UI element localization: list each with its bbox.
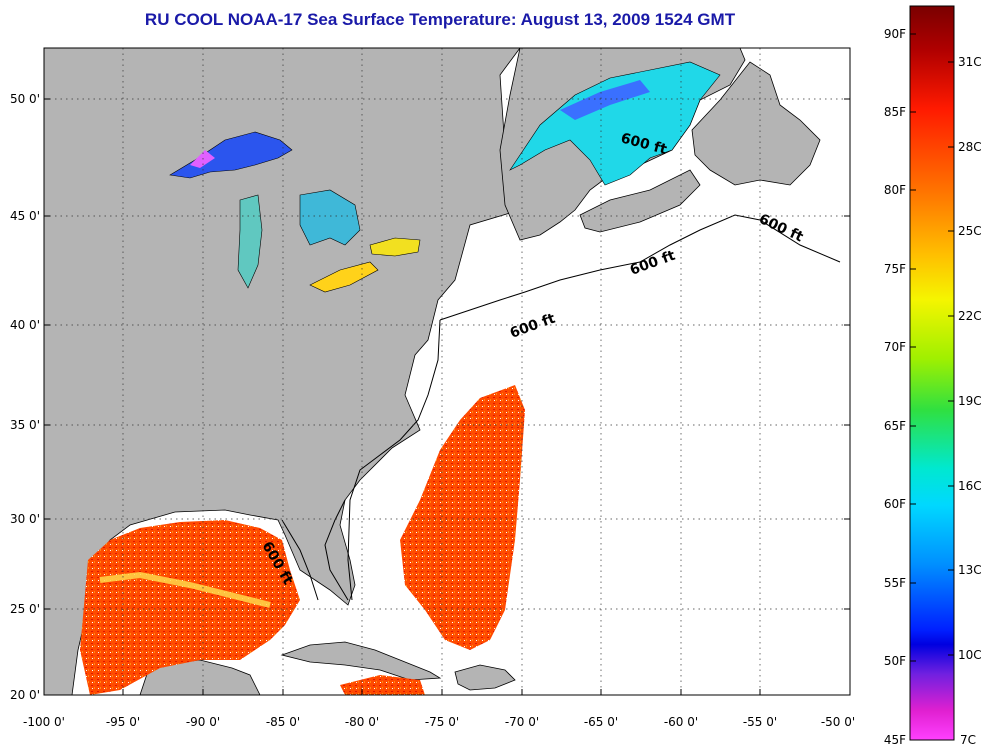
lon-label: -50 0' <box>821 715 855 729</box>
colorbar-celsius-labels: 31C 28C 25C 22C 19C 16C 13C 10C 7C <box>958 55 982 747</box>
colorbar-c-label: 22C <box>958 309 982 323</box>
lat-label: 20 0' <box>10 688 40 702</box>
lon-label: -95 0' <box>106 715 140 729</box>
lon-label: -80 0' <box>345 715 379 729</box>
lake-huron <box>299 189 361 246</box>
contour-600ft-atlantic <box>439 214 841 321</box>
lat-label: 25 0' <box>10 602 40 616</box>
lake-ontario <box>369 237 421 257</box>
lake-michigan <box>237 194 263 289</box>
colorbar: 90F 85F 80F 75F 70F 65F 60F 55F 50F 45F … <box>884 5 982 747</box>
lake-superior-cold-spot <box>190 150 215 168</box>
colorbar-c-label: 10C <box>958 648 982 662</box>
contour-600ft-southeast <box>347 319 441 601</box>
graticule <box>44 48 850 695</box>
colorbar-f-label: 65F <box>884 419 906 433</box>
nova-scotia-land <box>579 169 701 233</box>
colorbar-f-label: 85F <box>884 105 906 119</box>
lon-label: -65 0' <box>584 715 618 729</box>
lon-label: -90 0' <box>186 715 220 729</box>
lat-label: 40 0' <box>10 318 40 332</box>
st-lawrence-blue-patch <box>560 80 650 120</box>
map-frame <box>43 47 851 696</box>
axis-ticks <box>43 98 851 696</box>
colorbar-f-label: 45F <box>884 733 906 747</box>
colorbar-ticks <box>910 33 954 662</box>
lat-label: 30 0' <box>10 512 40 526</box>
colorbar-f-label: 60F <box>884 497 906 511</box>
gulf-yellow-filament <box>99 571 271 608</box>
lon-label: -70 0' <box>505 715 539 729</box>
cuba-land <box>280 641 442 681</box>
colorbar-f-label: 70F <box>884 340 906 354</box>
latitude-labels: 50 0' 45 0' 40 0' 35 0' 30 0' 25 0' 20 0… <box>10 92 40 702</box>
hispaniola-land <box>454 664 516 691</box>
south-florida-warm-water <box>340 675 425 695</box>
lat-label: 35 0' <box>10 418 40 432</box>
great-lakes-sst <box>169 131 421 293</box>
colorbar-c-label: 16C <box>958 479 982 493</box>
gulf-of-mexico-sst <box>80 520 300 695</box>
colorbar-f-label: 80F <box>884 183 906 197</box>
contour-600ft-gulf <box>281 519 319 601</box>
colorbar-f-label: 90F <box>884 27 906 41</box>
lake-erie <box>309 261 379 293</box>
colorbar-f-label: 75F <box>884 262 906 276</box>
colorbar-c-label: 28C <box>958 140 982 154</box>
lon-label: -55 0' <box>743 715 777 729</box>
colorbar-c-label: 7C <box>960 733 976 747</box>
lon-label: -100 0' <box>23 715 65 729</box>
map-title: RU COOL NOAA-17 Sea Surface Temperature:… <box>144 10 736 29</box>
colorbar-c-label: 19C <box>958 394 982 408</box>
atlantic-sst <box>340 385 525 695</box>
colorbar-ramp <box>909 5 955 741</box>
colorbar-f-label: 50F <box>884 654 906 668</box>
lat-label: 50 0' <box>10 92 40 106</box>
newfoundland-land <box>691 61 821 186</box>
lon-label: -85 0' <box>266 715 300 729</box>
colorbar-fahrenheit-labels: 90F 85F 80F 75F 70F 65F 60F 55F 50F 45F <box>884 27 906 747</box>
colorbar-c-label: 31C <box>958 55 982 69</box>
colorbar-f-label: 55F <box>884 576 906 590</box>
lon-label: -60 0' <box>664 715 698 729</box>
gulf-warm-water <box>80 520 300 695</box>
lon-label: -75 0' <box>425 715 459 729</box>
land-layer <box>43 47 821 696</box>
lat-label: 45 0' <box>10 209 40 223</box>
colorbar-c-label: 13C <box>958 563 982 577</box>
colorbar-c-label: 25C <box>958 224 982 238</box>
gulf-stream-warm-water <box>400 385 525 650</box>
florida-coast-outline <box>324 499 349 601</box>
longitude-labels: -100 0' -95 0' -90 0' -85 0' -80 0' -75 … <box>23 715 855 729</box>
